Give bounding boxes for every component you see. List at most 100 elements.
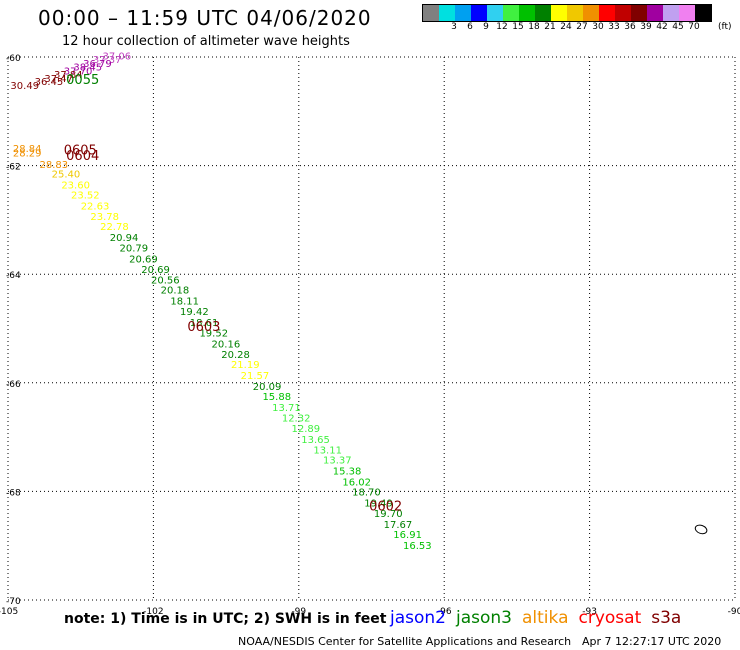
wave-height-value: 20.69 [141, 265, 170, 276]
color-swatch [615, 5, 631, 21]
color-swatch [663, 5, 679, 21]
wave-height-value: 13.11 [313, 445, 342, 456]
color-scale-label: 33 [608, 22, 620, 32]
color-scale-label: 27 [576, 22, 588, 32]
wave-height-value: 22.78 [100, 222, 129, 233]
wave-height-value: 20.28 [221, 350, 250, 361]
color-swatch [439, 5, 455, 21]
color-scale-label: 3 [451, 22, 457, 32]
wave-height-value: 37.84 [54, 70, 83, 81]
color-scale-label: 70 [688, 22, 700, 32]
color-swatch [503, 5, 519, 21]
longitude-tick-label: -102 [143, 607, 163, 617]
color-swatch [455, 5, 471, 21]
wave-height-value: 18.11 [170, 297, 199, 308]
longitude-tick-label: -99 [291, 607, 306, 617]
wave-height-value: 15.38 [333, 467, 362, 478]
wave-height-value: 38.45 [73, 63, 102, 74]
pass-time-label: 0603 [187, 320, 220, 335]
wave-height-value: 21.19 [231, 360, 260, 371]
wave-height-value: 23.52 [71, 191, 100, 202]
wave-height-value: 20.09 [253, 382, 282, 393]
island-outline [694, 524, 708, 535]
wave-height-value: 13.37 [323, 456, 352, 467]
wave-height-value: 36.45 [35, 77, 64, 88]
wave-height-value: 37.47 [44, 74, 73, 85]
latitude-tick-label: -70 [6, 597, 21, 607]
wave-height-value: 19.52 [199, 329, 228, 340]
wave-height-value: 37.06 [103, 52, 132, 63]
wave-height-value: 37.37 [93, 55, 122, 66]
wave-height-value: 21.57 [241, 371, 270, 382]
color-swatch [695, 5, 711, 21]
wave-height-value: 18.70 [352, 488, 381, 499]
wave-height-value: 18.61 [190, 318, 219, 329]
wave-height-value: 20.94 [110, 233, 139, 244]
wave-height-value: 19.49 [364, 499, 393, 510]
wave-height-value: 30.49 [10, 81, 39, 92]
wave-height-value: 16.53 [403, 541, 432, 552]
color-scale-label: 36 [624, 22, 636, 32]
color-scale-labels: 3 6 9 12 15 18 21 24 27 30 33 36 39 42 45 70 [422, 22, 740, 34]
color-swatch [487, 5, 503, 21]
wave-height-value: 20.16 [212, 340, 241, 351]
wave-height-value: 15.88 [262, 392, 291, 403]
color-scale-label: 18 [528, 22, 540, 32]
wave-height-value: 19.42 [180, 307, 209, 318]
wave-height-value: 37.70 [64, 66, 93, 77]
wave-height-value: 23.60 [61, 180, 90, 191]
satellite-legend-altika: altika [522, 608, 569, 628]
credit-line: NOAA/NESDIS Center for Satellite Applica… [238, 635, 572, 648]
color-swatch [679, 5, 695, 21]
color-scale-label: 15 [512, 22, 524, 32]
latitude-tick-label: -68 [6, 488, 21, 498]
color-swatch [423, 5, 439, 21]
color-scale-bar [422, 4, 712, 22]
color-swatch [647, 5, 663, 21]
wave-height-value: 20.79 [119, 243, 148, 254]
color-scale-label: 30 [592, 22, 604, 32]
latitude-tick-label: -60 [6, 54, 21, 64]
satellite-legend-jason3: jason3 [456, 608, 512, 628]
color-swatch [631, 5, 647, 21]
pass-time-label: 0604 [66, 149, 99, 164]
color-scale-label: 9 [483, 22, 489, 32]
color-swatch [519, 5, 535, 21]
wave-height-value: 23.78 [90, 212, 119, 223]
wave-height-value: 36.79 [83, 59, 112, 70]
wave-height-value: 12.32 [282, 413, 311, 424]
wave-height-value: 13.65 [301, 435, 330, 446]
wave-height-value: 20.69 [129, 254, 158, 265]
color-swatch [551, 5, 567, 21]
wave-height-value: 13.71 [272, 403, 301, 414]
color-scale-unit: (ft) [718, 22, 732, 32]
longitude-tick-label: -96 [437, 607, 452, 617]
wave-height-value: 28.83 [40, 160, 69, 171]
wave-height-value: 17.67 [384, 520, 413, 531]
latitude-tick-label: -66 [6, 380, 21, 390]
wave-height-value: 20.56 [151, 275, 180, 286]
latitude-tick-label: -64 [6, 271, 21, 281]
footer-note: note: 1) Time is in UTC; 2) SWH is in fe… [64, 611, 387, 627]
wave-height-value: 25.40 [52, 170, 81, 181]
pass-time-label: 0605 [64, 144, 97, 159]
color-scale-label: 21 [544, 22, 556, 32]
latitude-tick-label: -62 [6, 163, 21, 173]
map-title: 00:00 – 11:59 UTC 04/06/2020 [38, 6, 372, 30]
wave-height-value: 12.89 [292, 424, 321, 435]
longitude-tick-label: -93 [582, 607, 597, 617]
longitude-tick-label: -105 [0, 607, 18, 617]
satellite-legend-jason2: jason2 [390, 608, 446, 628]
color-scale-label: 12 [496, 22, 508, 32]
color-swatch [471, 5, 487, 21]
satellite-legend-s3a: s3a [651, 608, 682, 628]
color-scale-label: 24 [560, 22, 572, 32]
wave-height-value: 20.18 [161, 286, 190, 297]
color-swatch [567, 5, 583, 21]
longitude-tick-label: -90 [728, 607, 740, 617]
pass-time-label: 0055 [66, 73, 99, 88]
satellite-legend-cryosat: cryosat [578, 608, 642, 628]
color-scale-label: 42 [656, 22, 668, 32]
color-swatch [535, 5, 551, 21]
pass-time-label: 0602 [369, 499, 402, 514]
